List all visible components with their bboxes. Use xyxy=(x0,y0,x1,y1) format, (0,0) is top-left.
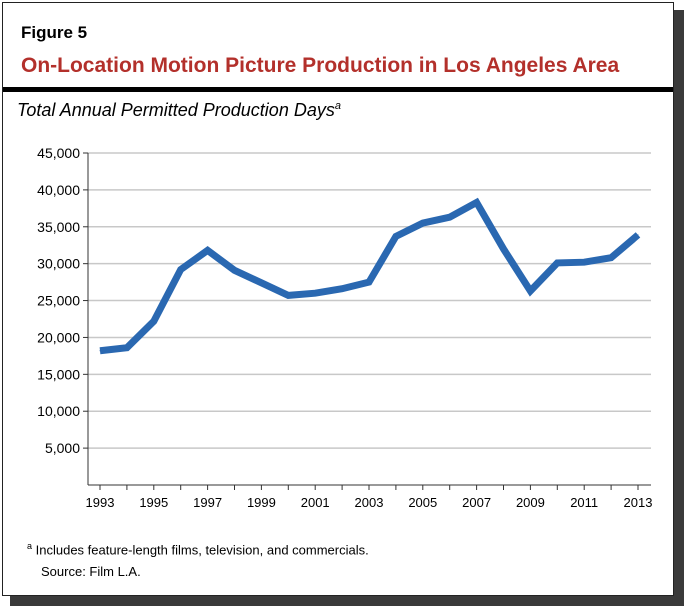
y-tick-label: 20,000 xyxy=(37,329,80,345)
figure-label: Figure 5 xyxy=(21,23,88,42)
data-point xyxy=(368,281,370,283)
data-point xyxy=(260,282,262,284)
data-point xyxy=(314,292,316,294)
chart-title-superscript: a xyxy=(334,100,341,112)
x-tick-label: 2013 xyxy=(624,495,653,510)
x-tick-label: 1997 xyxy=(193,495,222,510)
y-tick-label: 15,000 xyxy=(37,366,80,382)
y-tick-label: 40,000 xyxy=(37,182,80,198)
data-point xyxy=(341,288,343,290)
data-point xyxy=(287,294,289,296)
footnote-text: Includes feature-length films, televisio… xyxy=(35,542,369,558)
x-tick-label: 2011 xyxy=(570,495,598,510)
data-point xyxy=(234,269,235,271)
x-tick-label: 2003 xyxy=(355,495,384,510)
x-tick-label: 2005 xyxy=(408,495,437,510)
figure-title: On-Location Motion Picture Production in… xyxy=(21,54,620,77)
chart-title: Total Annual Permitted Production Daysa xyxy=(17,100,341,121)
data-point xyxy=(207,249,209,251)
data-point xyxy=(583,261,585,263)
data-point xyxy=(637,234,639,236)
series-line xyxy=(99,197,641,355)
data-point xyxy=(503,248,504,250)
y-tick-label: 35,000 xyxy=(37,219,80,235)
chart-title-text: Total Annual Permitted Production Days xyxy=(17,100,335,120)
footnote-marker: a xyxy=(27,541,33,551)
x-tick-label: 1995 xyxy=(139,495,168,510)
x-tick-label: 2009 xyxy=(516,495,545,510)
x-tick-label: 1993 xyxy=(86,495,115,510)
data-point xyxy=(610,257,612,259)
data-point xyxy=(99,350,101,352)
footnote: a Includes feature-length films, televis… xyxy=(27,541,369,557)
figure-frame: Figure 5 On-Location Motion Picture Prod… xyxy=(2,2,674,596)
title-rule xyxy=(3,87,673,92)
data-point xyxy=(126,347,128,349)
data-point xyxy=(476,201,478,203)
data-point xyxy=(529,290,531,292)
data-point xyxy=(395,235,397,237)
y-tick-label: 25,000 xyxy=(37,293,80,309)
y-tick-label: 5,000 xyxy=(45,440,80,456)
data-point xyxy=(153,320,155,322)
data-point xyxy=(422,222,424,224)
data-point xyxy=(180,269,182,271)
y-tick-label: 30,000 xyxy=(37,256,80,272)
source-note: Source: Film L.A. xyxy=(41,564,141,579)
x-tick-label: 2007 xyxy=(462,495,491,510)
y-tick-label: 10,000 xyxy=(37,403,80,419)
data-point xyxy=(556,262,558,264)
x-tick-label: 2001 xyxy=(301,495,330,510)
data-point xyxy=(449,216,451,218)
y-tick-label: 45,000 xyxy=(37,145,80,161)
x-tick-label: 1999 xyxy=(247,495,276,510)
